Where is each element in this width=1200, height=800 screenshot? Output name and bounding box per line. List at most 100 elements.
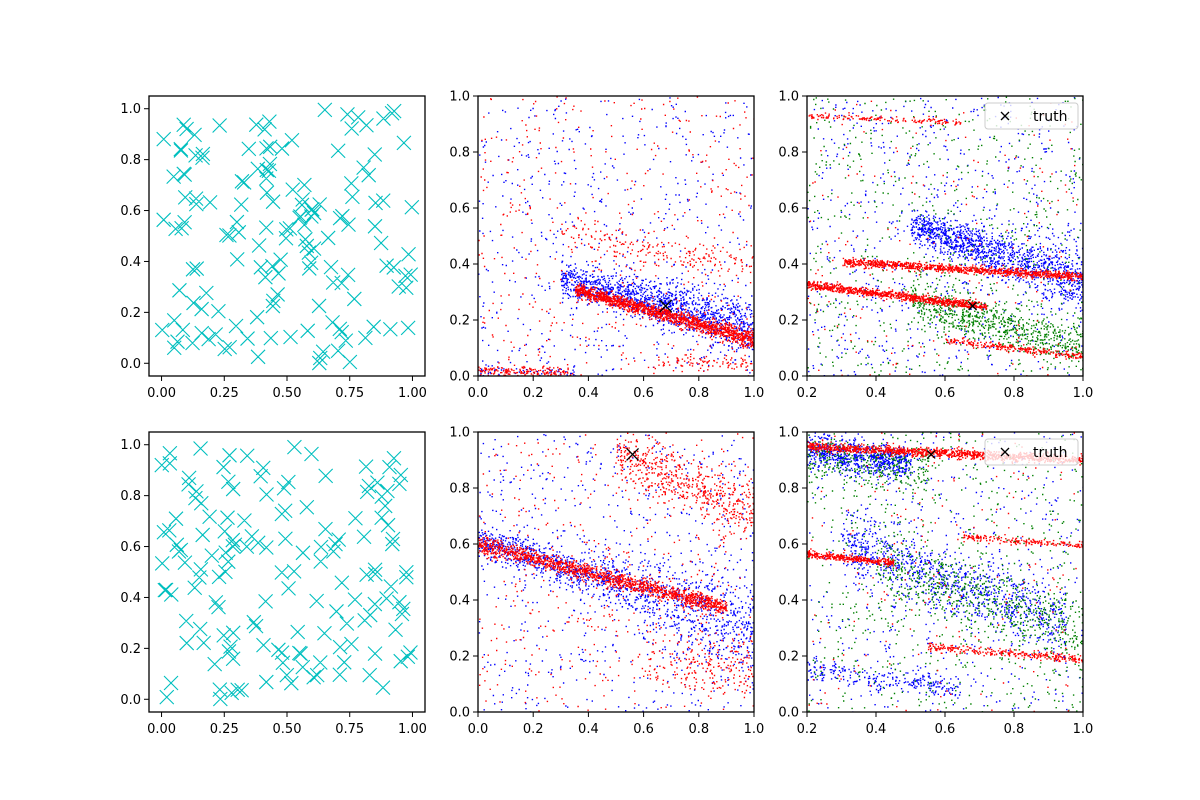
plot-area: [807, 432, 1083, 712]
plot-area: [154, 439, 418, 707]
x-tick-label: 0.2: [523, 386, 544, 401]
y-tick-label: 0.2: [449, 650, 470, 665]
series-red-points: [807, 432, 1083, 712]
plot-area: [154, 102, 420, 371]
legend-label: truth: [1033, 109, 1067, 125]
axes-frame: [477, 95, 755, 377]
legend-label: truth: [1033, 445, 1067, 461]
y-tick-label: 1.0: [120, 438, 141, 453]
axes-frame: [477, 431, 755, 713]
y-tick-label: 1.0: [449, 90, 470, 105]
x-tick-label: 0.6: [935, 722, 956, 737]
y-tick-label: 0.8: [120, 489, 141, 504]
axes-frame: [148, 431, 426, 713]
truth-marker: [659, 299, 673, 313]
series-red-points: [478, 96, 754, 376]
x-tick-label: 0.4: [578, 722, 599, 737]
sample-markers: [154, 102, 420, 371]
x-tick-label: 0.8: [1004, 386, 1025, 401]
x-tick-label: 0.25: [210, 386, 239, 401]
y-tick-label: 0.0: [120, 357, 141, 372]
panel-bottom-middle: 0.0 0.2 0.4 0.6 0.8 1.0 0.0 0.2 0.4 0.6 0.8 1.0: [449, 426, 764, 738]
y-tick-label: 0.6: [120, 540, 141, 555]
y-tick-label: 0.4: [449, 594, 470, 609]
x-tick-label: 0.6: [633, 386, 654, 401]
y-tick-label: 0.4: [778, 258, 799, 273]
y-tick-label: 0.2: [120, 306, 141, 321]
plot-area: [478, 96, 754, 376]
legend-marker-icon: [1000, 111, 1010, 121]
y-tick-label: 0.4: [120, 591, 141, 606]
series-blue-points: [807, 432, 1083, 712]
plot-area: [478, 432, 754, 712]
y-tick-label: 1.0: [778, 426, 799, 441]
x-tick-label: 0.6: [633, 722, 654, 737]
x-tick-label: 0.8: [688, 386, 709, 401]
y-tick-label: 0.2: [449, 314, 470, 329]
legend-box: [984, 438, 1079, 466]
x-tick-label: 0.6: [935, 386, 956, 401]
truth-marker: [968, 301, 978, 311]
panel-bottom-left: 0.00 0.25 0.50 0.75 1.00 0.0 0.2 0.4 0.6 0.8 1.0: [120, 431, 427, 737]
y-tick-label: 0.0: [120, 693, 141, 708]
legend-box: [984, 102, 1079, 130]
x-tick-label: 0.0: [468, 386, 489, 401]
y-tick-label: 0.8: [120, 153, 141, 168]
x-tick-label: 0.00: [147, 386, 176, 401]
x-tick-label: 0.25: [210, 722, 239, 737]
x-tick-label: 0.4: [578, 386, 599, 401]
y-tick-label: 1.0: [120, 102, 141, 117]
y-tick-label: 0.4: [449, 258, 470, 273]
x-tick-label: 1.0: [744, 722, 765, 737]
x-tick-label: 0.2: [797, 386, 818, 401]
y-tick-label: 0.6: [449, 202, 470, 217]
y-tick-label: 0.6: [778, 202, 799, 217]
x-tick-label: 0.75: [335, 386, 364, 401]
y-tick-label: 0.2: [778, 314, 799, 329]
legend-marker-icon: [1000, 447, 1010, 457]
x-tick-label: 0.50: [273, 386, 302, 401]
x-tick-label: 1.00: [398, 386, 427, 401]
y-tick-label: 0.8: [449, 482, 470, 497]
y-tick-label: 0.8: [778, 482, 799, 497]
truth-marker: [926, 449, 936, 459]
x-tick-label: 1.0: [1073, 722, 1094, 737]
x-tick-label: 1.0: [744, 386, 765, 401]
series-red-points: [478, 432, 754, 712]
legend: truth: [984, 102, 1079, 130]
x-tick-label: 0.00: [147, 722, 176, 737]
y-tick-label: 0.6: [778, 538, 799, 553]
x-tick-label: 0.0: [468, 722, 489, 737]
axes-frame: [806, 95, 1084, 377]
series-green-points: [807, 432, 1083, 712]
y-tick-label: 0.4: [120, 255, 141, 270]
x-tick-label: 0.50: [273, 722, 302, 737]
sample-markers: [154, 439, 418, 707]
y-tick-label: 0.0: [778, 370, 799, 385]
y-tick-label: 1.0: [449, 426, 470, 441]
x-tick-label: 0.4: [866, 386, 887, 401]
series-blue-points: [478, 434, 754, 712]
y-tick-label: 0.2: [778, 650, 799, 665]
x-tick-label: 0.8: [1004, 722, 1025, 737]
x-tick-label: 0.2: [523, 722, 544, 737]
y-tick-label: 0.6: [120, 204, 141, 219]
y-tick-label: 0.8: [449, 146, 470, 161]
y-tick-label: 0.2: [120, 642, 141, 657]
y-tick-label: 0.8: [778, 146, 799, 161]
y-tick-label: 0.0: [778, 706, 799, 721]
panel-top-left: 0.00 0.25 0.50 0.75 1.00 0.0 0.2 0.4 0.6 0.8 1.0: [120, 95, 427, 401]
x-tick-label: 0.4: [866, 722, 887, 737]
y-tick-label: 0.0: [449, 370, 470, 385]
y-tick-label: 0.0: [449, 706, 470, 721]
y-tick-label: 1.0: [778, 90, 799, 105]
y-tick-label: 0.6: [449, 538, 470, 553]
y-tick-label: 0.4: [778, 594, 799, 609]
x-tick-label: 0.8: [688, 722, 709, 737]
x-tick-label: 1.00: [398, 722, 427, 737]
panel-top-middle: 0.0 0.2 0.4 0.6 0.8 1.0 0.0 0.2 0.4 0.6 0.8 1.0: [449, 90, 764, 402]
plot-area: [807, 96, 1083, 376]
